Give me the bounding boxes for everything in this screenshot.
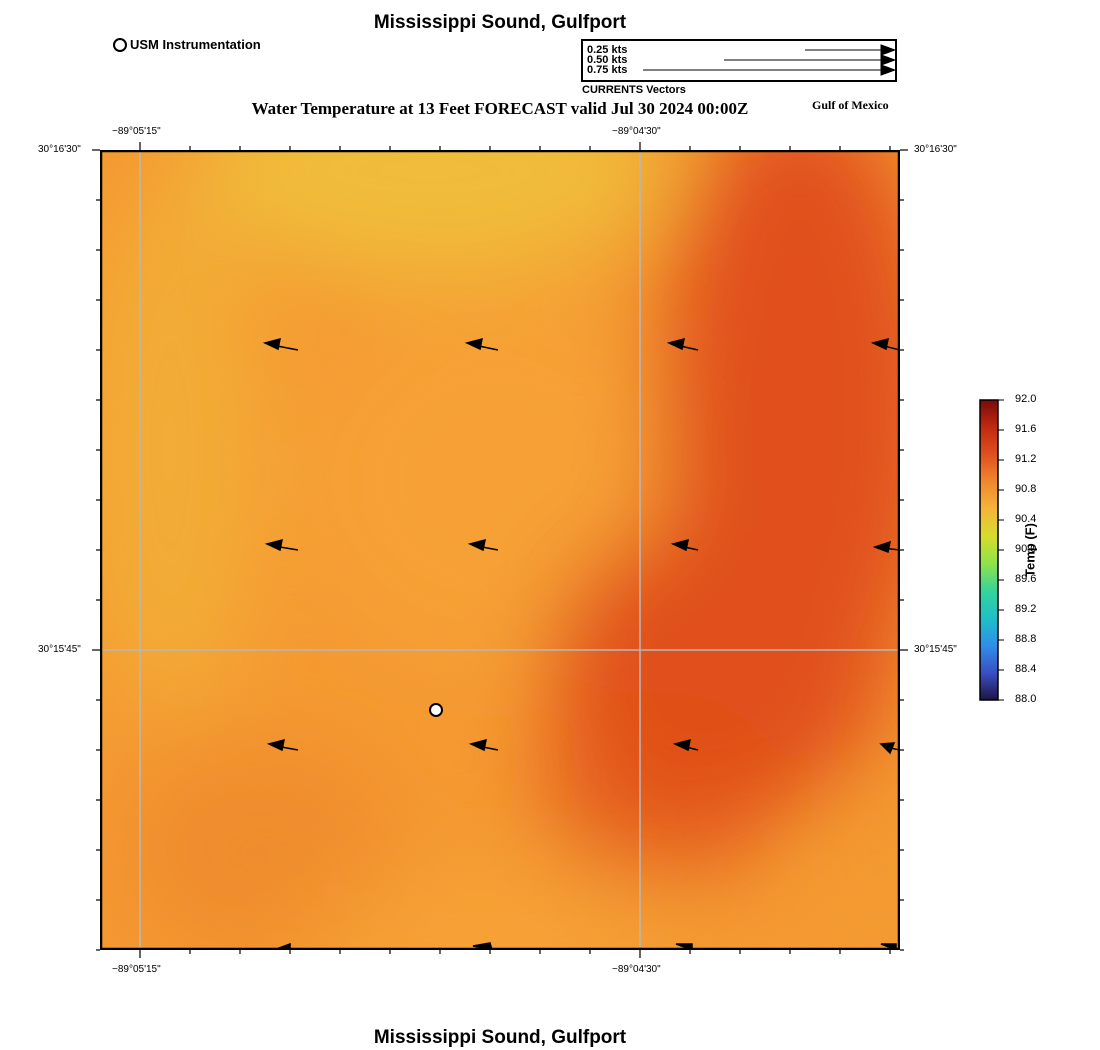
- current-vector-icon: [468, 738, 499, 752]
- lat-label-right-1: 30°16'30": [914, 144, 957, 155]
- lon-label-top-1: −89°05'15": [112, 126, 161, 137]
- colorbar-tick-label: 89.6: [1015, 573, 1037, 585]
- current-vector-icon: [872, 540, 900, 554]
- lon-label-bottom-2: −89°04'30": [612, 964, 661, 975]
- colorbar-scale: [979, 399, 999, 701]
- vector-scale-label: 0.50 kts: [587, 54, 628, 66]
- colorbar-tick-label: 88.8: [1015, 633, 1037, 645]
- region-label: Gulf of Mexico: [812, 98, 889, 112]
- colorbar-tick-label: 90.0: [1015, 543, 1037, 555]
- scale-arrow-head-icon: [880, 54, 895, 66]
- lon-label-bottom-1: −89°05'15": [112, 964, 161, 975]
- lat-label-right-2: 30°15'45": [914, 644, 957, 655]
- graticule: [100, 150, 900, 950]
- colorbar-tick-label: 92.0: [1015, 393, 1037, 405]
- vector-scale-label: 0.75 kts: [587, 64, 628, 76]
- vector-scale-label: 0.25 kts: [587, 44, 628, 56]
- temperature-gradient: [100, 150, 900, 950]
- bottom-title: Mississippi Sound, Gulfport: [373, 1027, 627, 1048]
- map-title: Mississippi Sound, Gulfport: [373, 12, 627, 33]
- colorbar-tick-label: 91.2: [1015, 453, 1037, 465]
- lon-label-top-2: −89°04'30": [612, 126, 661, 137]
- current-vector-icon: [672, 738, 699, 752]
- colorbar-tick-label: 91.6: [1015, 423, 1037, 435]
- current-vector-icon: [467, 538, 499, 552]
- colorbar-title: Temp (F): [1022, 523, 1038, 577]
- current-vector-icon: [264, 538, 299, 552]
- lat-label-left-1: 30°16'30": [38, 144, 81, 155]
- current-vector-icon: [266, 738, 299, 752]
- colorbar-tick-label: 89.2: [1015, 603, 1037, 615]
- scale-arrow-head-icon: [880, 44, 895, 56]
- lat-label-left-2: 30°15'45": [38, 644, 81, 655]
- instrument-legend-label: USM Instrumentation: [130, 37, 261, 52]
- current-vector-icon: [870, 337, 900, 351]
- scale-arrow-head-icon: [880, 64, 895, 76]
- colorbar-tick-label: 90.4: [1015, 513, 1037, 525]
- instrument-legend: USM Instrumentation: [113, 37, 261, 52]
- current-vector-icon: [262, 337, 299, 351]
- current-vector-icon: [464, 337, 499, 351]
- current-vectors: [262, 337, 900, 950]
- colorbar: [979, 399, 1004, 701]
- vector-legend-caption: CURRENTS Vectors: [582, 84, 686, 96]
- vector-scale-arrows: [643, 44, 895, 76]
- colorbar-tick-label: 88.0: [1015, 693, 1037, 705]
- colorbar-tick-label: 90.8: [1015, 483, 1037, 495]
- instrument-marker-icon: [113, 37, 127, 52]
- instrument-station-icon: [429, 703, 443, 717]
- map-subtitle: Water Temperature at 13 Feet FORECAST va…: [251, 99, 749, 118]
- temperature-map: [99, 149, 901, 951]
- current-vector-icon: [670, 538, 699, 552]
- current-vector-icon: [666, 337, 699, 351]
- colorbar-tick-label: 88.4: [1015, 663, 1037, 675]
- map-frame: [99, 149, 901, 951]
- vector-scale-legend: 0.25 kts 0.50 kts 0.75 kts: [581, 39, 897, 82]
